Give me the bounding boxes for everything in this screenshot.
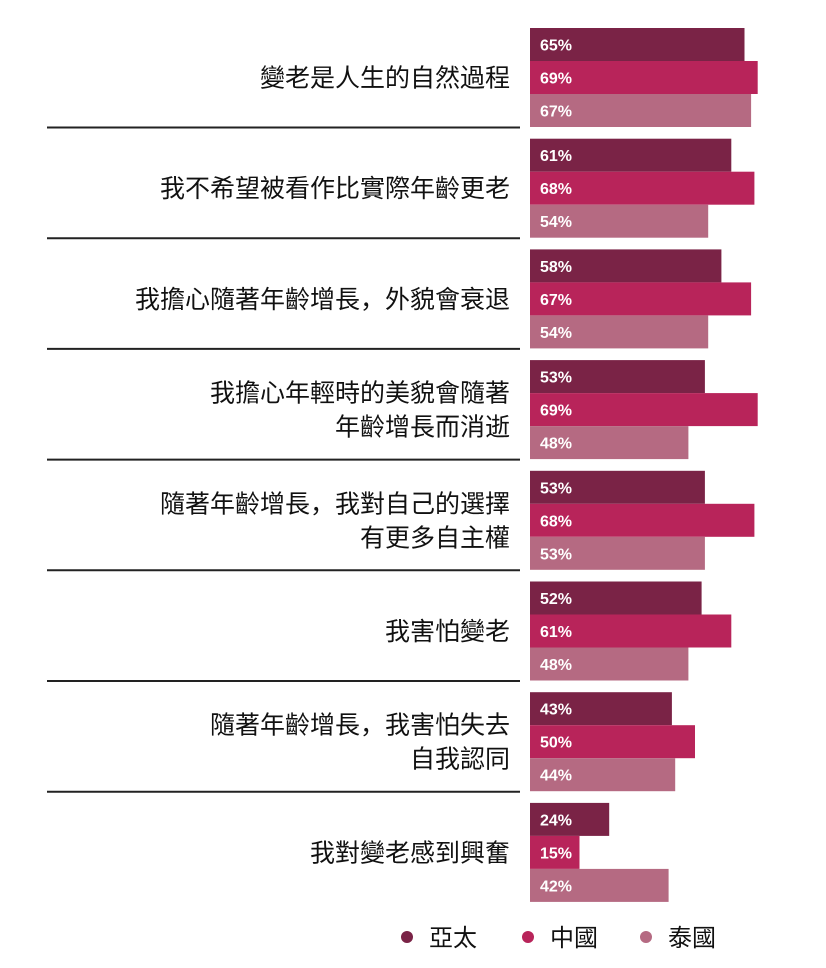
data-label: 61% — [540, 624, 572, 641]
data-label: 54% — [540, 214, 572, 231]
category-label: 有更多自主權 — [360, 523, 510, 552]
data-label: 43% — [540, 702, 572, 719]
category-label: 我擔心隨著年齡增長，外貌會衰退 — [135, 285, 510, 314]
bar — [530, 61, 758, 94]
data-label: 69% — [540, 71, 572, 88]
data-label: 24% — [540, 812, 572, 829]
legend-marker — [522, 931, 534, 943]
legend-marker — [401, 931, 413, 943]
data-label: 53% — [540, 480, 572, 497]
category-label: 隨著年齡增長，我害怕失去 — [210, 711, 510, 740]
bar — [530, 503, 755, 537]
bar — [530, 536, 705, 570]
bar — [530, 868, 669, 902]
legend-label: 中國 — [550, 924, 598, 952]
bar — [530, 315, 709, 349]
bar — [530, 581, 702, 615]
bar — [530, 647, 689, 681]
category-label: 我不希望被看作比實際年齡更老 — [160, 174, 510, 203]
bar — [530, 138, 732, 172]
bar — [530, 282, 752, 316]
bar — [530, 802, 610, 836]
data-label: 48% — [540, 436, 572, 453]
data-label: 67% — [540, 292, 572, 309]
bar — [530, 249, 722, 283]
data-label: 53% — [540, 546, 572, 563]
category-group: 52% 61% 48% 我害怕變老 — [47, 581, 732, 682]
category-label: 自我認同 — [410, 745, 510, 774]
data-label: 58% — [540, 259, 572, 276]
data-label: 68% — [540, 181, 572, 198]
category-group: 61% 68% 54% 我不希望被看作比實際年齡更老 — [47, 138, 755, 240]
data-label: 61% — [540, 148, 572, 165]
data-label: 52% — [540, 591, 572, 608]
legend-label: 亞太 — [429, 924, 477, 952]
bar — [530, 725, 695, 759]
data-label: 67% — [540, 104, 572, 121]
legend: 亞太 中國 泰國 — [401, 924, 716, 952]
category-label: 年齡增長而消逝 — [335, 413, 510, 442]
bar — [530, 835, 580, 869]
category-label: 我害怕變老 — [385, 617, 510, 646]
bar — [530, 171, 755, 205]
data-label: 53% — [540, 370, 572, 387]
data-label: 54% — [540, 325, 572, 342]
bar — [530, 426, 689, 460]
bar — [530, 758, 676, 792]
legend-label: 泰國 — [668, 924, 716, 952]
bar — [530, 470, 705, 504]
chart-groups: 65% 69% 67% 變老是人生的自然過程 61% 68% 54% 我不希望被看作比實際年齡… — [47, 28, 758, 902]
category-label: 我對變老感到興奮 — [310, 838, 510, 867]
category-label: 隨著年齡增長，我對自己的選擇 — [160, 489, 510, 518]
category-label: 變老是人生的自然過程 — [260, 64, 510, 93]
data-label: 65% — [540, 38, 572, 55]
category-group: 24% 15% 42% 我對變老感到興奮 — [310, 802, 669, 902]
bar — [530, 94, 752, 127]
category-group: 58% 67% 54% 我擔心隨著年齡增長，外貌會衰退 — [47, 249, 752, 350]
legend-marker — [640, 931, 652, 943]
category-group: 65% 69% 67% 變老是人生的自然過程 — [47, 28, 758, 129]
data-label: 68% — [540, 513, 572, 530]
data-label: 48% — [540, 657, 572, 674]
category-label: 我擔心年輕時的美貌會隨著 — [210, 379, 510, 408]
bar — [530, 360, 705, 394]
data-label: 50% — [540, 735, 572, 752]
data-label: 69% — [540, 403, 572, 420]
bar — [530, 204, 709, 238]
bar — [530, 614, 732, 648]
bar — [530, 28, 745, 61]
bar — [530, 393, 758, 427]
data-label: 42% — [540, 878, 572, 895]
data-label: 15% — [540, 845, 572, 862]
data-label: 44% — [540, 768, 572, 785]
bar — [530, 692, 672, 726]
